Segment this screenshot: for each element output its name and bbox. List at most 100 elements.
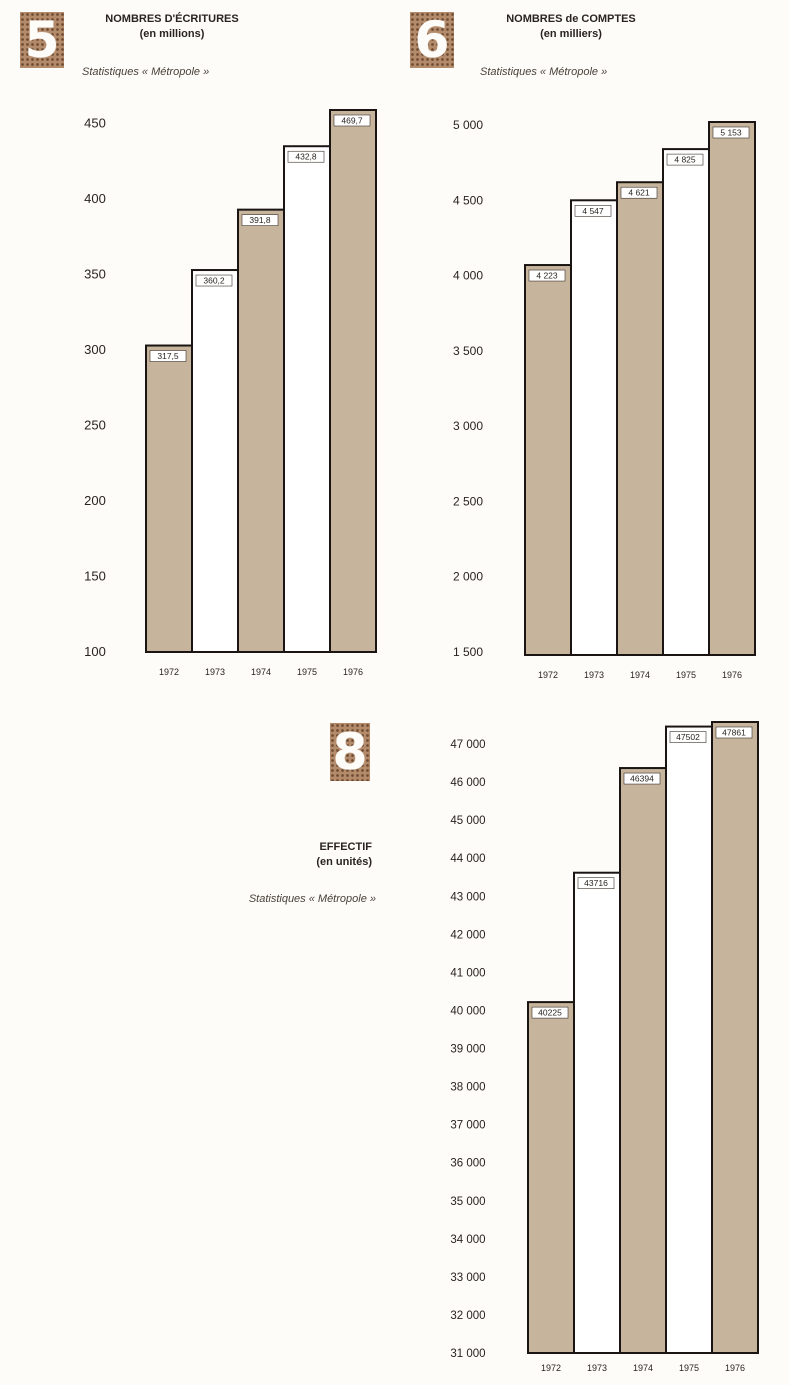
data-label-box <box>287 150 325 163</box>
data-label-box <box>712 126 750 139</box>
data-label: 47502 <box>676 732 700 742</box>
data-label-box <box>149 350 187 362</box>
chart-title: NOMBRES D'ÉCRITURES (en millions) <box>72 12 272 42</box>
staff-panel-header: 8 EFFECTIF (en unités) Statistiques « Mé… <box>150 715 390 915</box>
bar <box>573 871 621 1354</box>
y-tick-label: 43 000 <box>450 891 485 903</box>
x-tick-label: 1975 <box>676 670 696 680</box>
data-label-box <box>669 731 707 743</box>
data-label: 40225 <box>538 1008 562 1018</box>
y-tick-label: 45 000 <box>450 815 485 827</box>
x-tick-label: 1976 <box>725 1363 745 1373</box>
x-tick-label: 1975 <box>679 1363 699 1373</box>
writings-panel-header: 5 NOMBRES D'ÉCRITURES (en millions) Stat… <box>0 0 300 100</box>
x-tick-label: 1976 <box>343 667 363 677</box>
bar <box>665 725 713 1354</box>
y-tick-label: 38 000 <box>450 1082 485 1094</box>
data-label: 43716 <box>584 878 608 888</box>
figure-number-badge: 6 <box>410 12 454 68</box>
y-tick-label: 42 000 <box>450 929 485 941</box>
y-tick-label: 35 000 <box>450 1196 485 1208</box>
y-tick-label: 36 000 <box>450 1158 485 1170</box>
accounts-panel-header: 6 NOMBRES de COMPTES (en milliers) Stati… <box>400 0 740 100</box>
x-tick-label: 1973 <box>587 1363 607 1373</box>
chart-title: NOMBRES de COMPTES (en milliers) <box>466 12 676 42</box>
chart-title-text: NOMBRES de COMPTES <box>506 13 636 25</box>
x-tick-label: 1972 <box>159 667 179 677</box>
data-label: 4 547 <box>582 206 604 216</box>
y-tick-label: 4 000 <box>453 269 483 283</box>
x-tick-label: 1976 <box>722 670 742 680</box>
y-tick-label: 1 500 <box>453 645 483 659</box>
chart-source: Statistiques « Métropole » <box>82 66 210 78</box>
data-label: 5 153 <box>720 128 742 138</box>
data-label: 432,8 <box>295 152 317 162</box>
x-tick-label: 1972 <box>541 1363 561 1373</box>
y-tick-label: 200 <box>84 493 106 508</box>
data-label-box <box>666 153 704 166</box>
y-tick-label: 31 000 <box>450 1348 485 1360</box>
bar <box>524 264 572 656</box>
figure-number: 6 <box>414 11 450 69</box>
y-tick-label: 44 000 <box>450 853 485 865</box>
data-label-box <box>528 269 566 282</box>
bar <box>662 148 710 657</box>
y-tick-label: 34 000 <box>450 1234 485 1246</box>
data-label-box <box>574 204 612 217</box>
y-tick-label: 39 000 <box>450 1044 485 1056</box>
bar <box>570 199 618 656</box>
data-label-box <box>623 772 661 785</box>
data-label: 46394 <box>630 774 654 784</box>
data-label: 4 621 <box>628 188 650 198</box>
data-label-box <box>195 274 233 287</box>
bar <box>329 109 377 653</box>
bar <box>711 721 759 1354</box>
chart-unit: (en milliers) <box>540 28 602 40</box>
x-tick-label: 1972 <box>538 670 558 680</box>
y-tick-label: 450 <box>84 116 106 131</box>
data-label-box <box>531 1006 569 1019</box>
data-label: 47861 <box>722 728 746 738</box>
y-tick-label: 3 500 <box>453 344 483 358</box>
data-label-box <box>715 726 753 739</box>
y-tick-label: 40 000 <box>450 1005 485 1017</box>
bar <box>237 208 285 653</box>
figure-number: 5 <box>24 11 60 69</box>
chart-title-text: NOMBRES D'ÉCRITURES <box>105 13 239 25</box>
y-tick-label: 250 <box>84 418 106 433</box>
bar <box>283 145 331 653</box>
data-label: 360,2 <box>203 276 225 286</box>
x-tick-label: 1975 <box>297 667 317 677</box>
figure-number: 8 <box>332 723 368 781</box>
x-tick-label: 1974 <box>251 667 271 677</box>
bar <box>191 269 239 653</box>
bar <box>616 181 664 656</box>
y-tick-label: 5 000 <box>453 118 483 132</box>
chart-unit: (en unités) <box>316 856 372 868</box>
x-tick-label: 1973 <box>584 670 604 680</box>
y-tick-label: 33 000 <box>450 1272 485 1284</box>
bar <box>527 1001 575 1354</box>
data-label-box <box>333 114 371 127</box>
chart-title-text: EFFECTIF <box>319 841 372 853</box>
data-label: 469,7 <box>341 116 363 126</box>
data-label: 317,5 <box>157 351 179 361</box>
y-tick-label: 150 <box>84 569 106 584</box>
y-tick-label: 37 000 <box>450 1120 485 1132</box>
y-tick-label: 350 <box>84 267 106 282</box>
y-tick-label: 2 000 <box>453 570 483 584</box>
y-tick-label: 2 500 <box>453 494 483 508</box>
figure-number-badge: 5 <box>20 12 64 68</box>
y-tick-label: 41 000 <box>450 967 485 979</box>
y-tick-label: 100 <box>84 644 106 659</box>
data-label-box <box>241 214 279 226</box>
y-tick-label: 32 000 <box>450 1310 485 1322</box>
data-label: 4 223 <box>536 271 558 281</box>
x-tick-label: 1973 <box>205 667 225 677</box>
y-tick-label: 300 <box>84 342 106 357</box>
data-label-box <box>620 186 658 199</box>
data-label-box <box>577 877 615 890</box>
